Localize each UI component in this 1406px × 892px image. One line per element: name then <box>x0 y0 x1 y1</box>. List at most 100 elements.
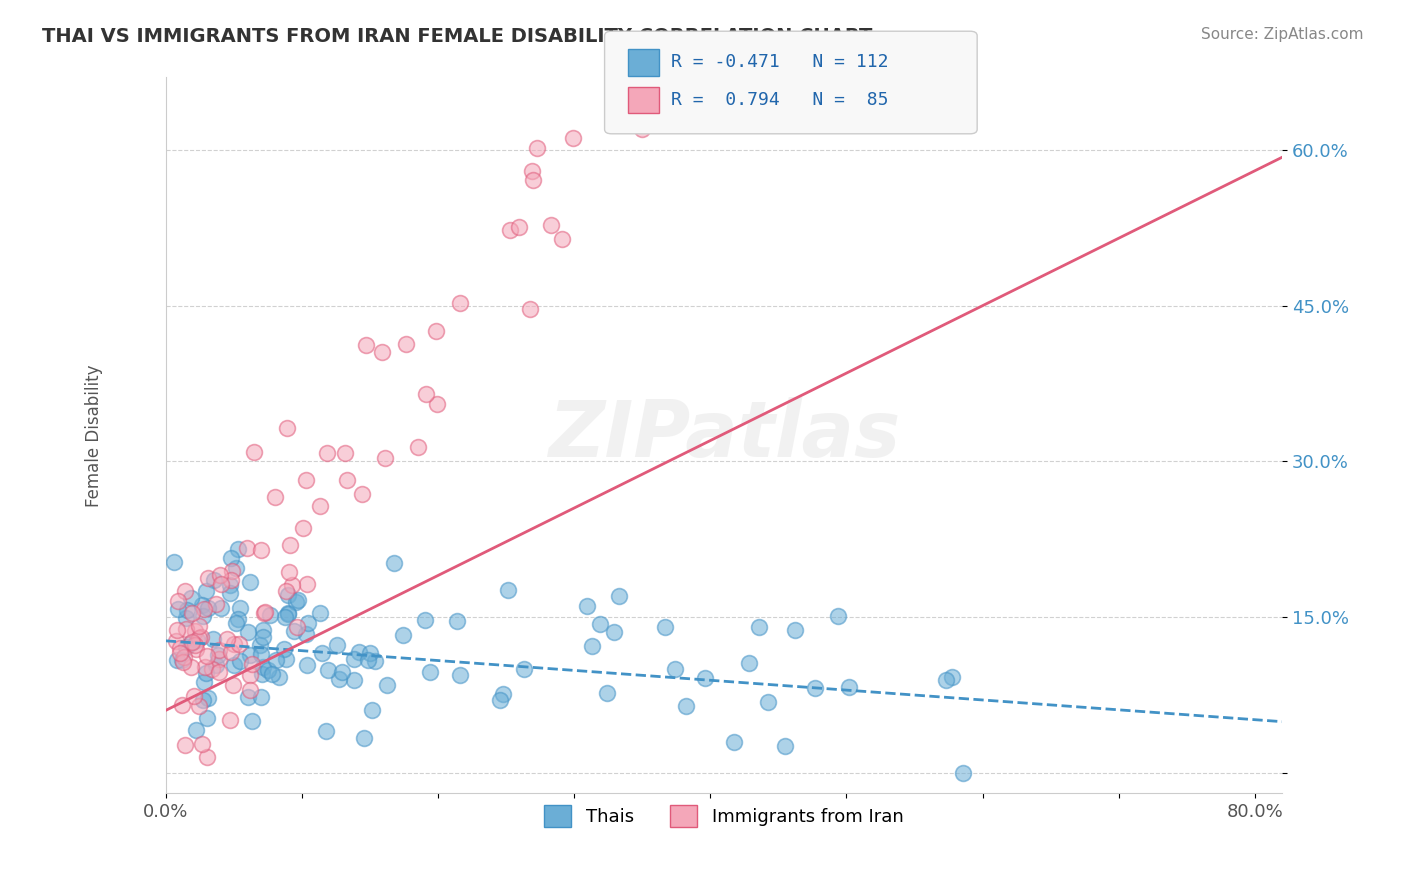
Point <box>224 658 246 673</box>
Point <box>520 164 543 178</box>
Point <box>239 668 262 682</box>
Point <box>274 583 297 598</box>
Point <box>343 673 366 687</box>
Point <box>190 737 212 751</box>
Point <box>253 605 276 619</box>
Point <box>218 585 240 599</box>
Point <box>361 702 384 716</box>
Point <box>225 561 247 575</box>
Point <box>252 630 274 644</box>
Point <box>252 660 274 674</box>
Point <box>174 640 197 654</box>
Point <box>773 739 796 753</box>
Point <box>238 683 260 698</box>
Point <box>193 602 215 616</box>
Point <box>202 574 225 588</box>
Point <box>607 590 630 604</box>
Point <box>239 648 262 663</box>
Point <box>209 577 232 591</box>
Point <box>229 654 252 668</box>
Point <box>513 662 536 676</box>
Point <box>228 638 250 652</box>
Point <box>603 625 626 640</box>
Point <box>291 521 314 535</box>
Point <box>277 566 299 580</box>
Point <box>264 490 287 504</box>
Point <box>391 628 413 642</box>
Point <box>783 623 806 637</box>
Point <box>491 687 513 701</box>
Point <box>201 632 224 646</box>
Point <box>349 645 371 659</box>
Point <box>941 670 963 684</box>
Point <box>219 573 242 587</box>
Point <box>208 665 231 680</box>
Point <box>208 643 231 657</box>
Point <box>335 446 357 460</box>
Point <box>193 660 215 674</box>
Point <box>581 639 603 653</box>
Point <box>935 673 957 688</box>
Point <box>166 653 188 667</box>
Point <box>522 173 544 187</box>
Point <box>173 739 195 753</box>
Point <box>217 632 239 647</box>
Point <box>181 634 204 648</box>
Point <box>508 219 530 234</box>
Point <box>827 609 849 624</box>
Point <box>419 665 441 680</box>
Point <box>219 645 242 659</box>
Point <box>449 668 471 682</box>
Point <box>195 666 218 681</box>
Point <box>723 735 745 749</box>
Point <box>316 663 339 677</box>
Point <box>236 541 259 556</box>
Point <box>250 667 273 681</box>
Point <box>190 630 212 644</box>
Point <box>174 622 197 636</box>
Point <box>311 646 333 660</box>
Point <box>748 620 770 634</box>
Point <box>446 615 468 629</box>
Point <box>309 606 332 620</box>
Point <box>498 583 520 598</box>
Point <box>187 632 209 646</box>
Point <box>264 653 287 667</box>
Point <box>188 619 211 633</box>
Point <box>169 646 191 660</box>
Point <box>195 711 218 725</box>
Point <box>205 657 228 672</box>
Point <box>180 659 202 673</box>
Point <box>228 601 250 615</box>
Point <box>193 608 215 623</box>
Point <box>277 588 299 602</box>
Point <box>207 648 229 662</box>
Point <box>249 690 271 705</box>
Point <box>207 652 229 666</box>
Point <box>280 578 302 592</box>
Point <box>328 672 350 686</box>
Point <box>589 617 612 632</box>
Y-axis label: Female Disability: Female Disability <box>86 364 103 507</box>
Point <box>415 613 437 627</box>
Point <box>253 607 276 621</box>
Point <box>184 624 207 638</box>
Point <box>562 130 585 145</box>
Point <box>326 638 349 652</box>
Point <box>163 555 186 569</box>
Point <box>406 440 429 454</box>
Point <box>664 662 686 676</box>
Point <box>170 698 193 713</box>
Point <box>172 656 194 670</box>
Point <box>952 765 974 780</box>
Text: THAI VS IMMIGRANTS FROM IRAN FEMALE DISABILITY CORRELATION CHART: THAI VS IMMIGRANTS FROM IRAN FEMALE DISA… <box>42 27 873 45</box>
Point <box>309 499 332 513</box>
Point <box>180 636 202 650</box>
Point <box>222 678 245 692</box>
Point <box>195 583 218 598</box>
Point <box>249 543 271 558</box>
Point <box>576 599 599 614</box>
Point <box>283 624 305 638</box>
Point <box>426 397 449 411</box>
Point <box>193 693 215 707</box>
